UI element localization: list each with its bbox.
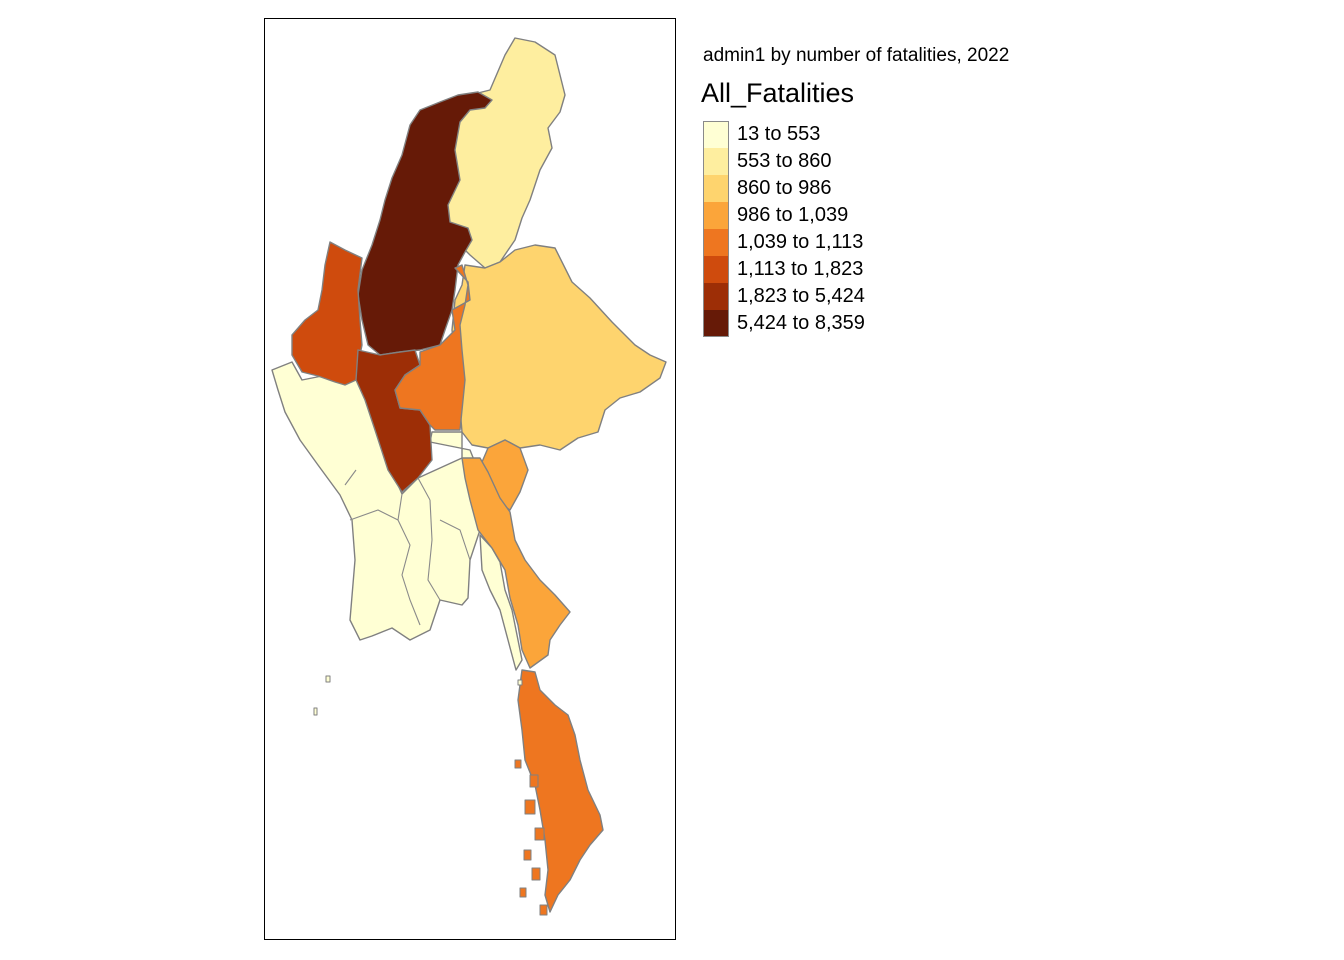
region-kayin (461, 457, 571, 669)
legend-swatch (703, 121, 729, 148)
legend-swatch (703, 283, 729, 310)
legend-label: 986 to 1,039 (737, 204, 849, 226)
delta-islands (313, 675, 523, 716)
tanintharyi-islands (514, 759, 548, 916)
legend-title: All_Fatalities (701, 78, 855, 108)
legend-swatch (703, 229, 729, 256)
region-tanintharyi (517, 669, 604, 913)
legend-swatch (703, 148, 729, 175)
legend-swatch (703, 310, 729, 337)
region-shan (451, 244, 667, 451)
map-subtitle: admin1 by number of fatalities, 2022 (703, 45, 1010, 66)
region-sagaing (357, 91, 493, 356)
legend-swatch (703, 256, 729, 283)
legend-swatch (703, 202, 729, 229)
region-divider-lines (344, 469, 471, 626)
legend-label: 1,113 to 1,823 (737, 258, 864, 280)
legend-label: 860 to 986 (737, 177, 832, 199)
region-mandalay (394, 264, 471, 431)
legend-label: 553 to 860 (737, 150, 832, 172)
legend-label: 13 to 553 (737, 123, 821, 145)
region-chin (291, 241, 363, 386)
legend-label: 1,039 to 1,113 (737, 231, 864, 253)
legend-label: 1,823 to 5,424 (737, 285, 865, 307)
legend-label: 5,424 to 8,359 (737, 312, 865, 334)
legend-swatch (703, 175, 729, 202)
